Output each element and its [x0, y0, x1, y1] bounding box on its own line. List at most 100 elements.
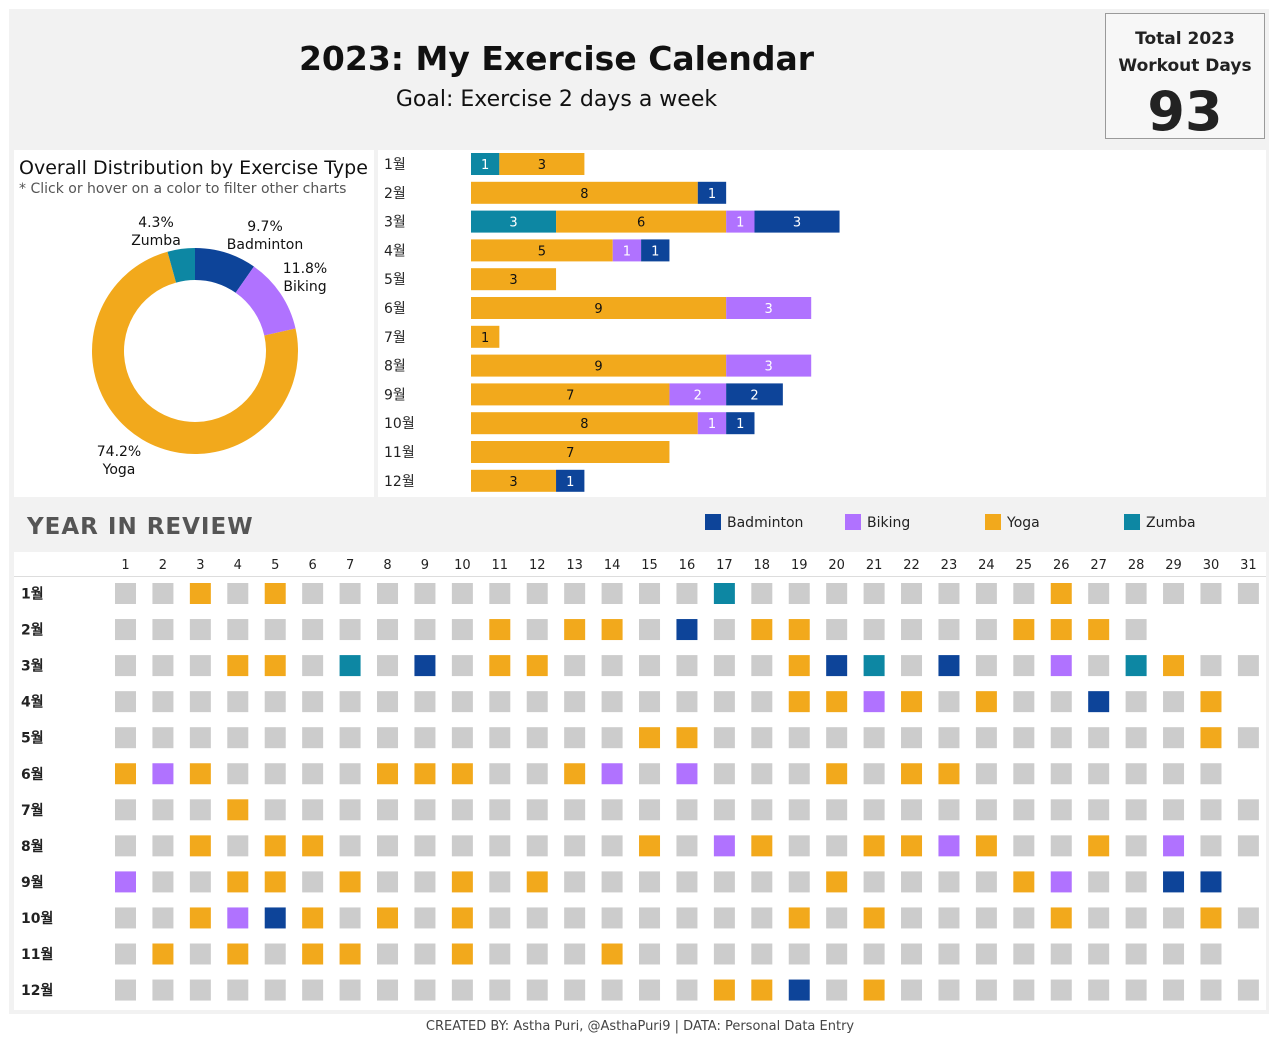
calendar-cell-empty[interactable] [377, 727, 399, 749]
calendar-cell-empty[interactable] [713, 943, 735, 965]
calendar-cell-zumba[interactable] [863, 655, 885, 677]
calendar-cell-empty[interactable] [788, 835, 810, 857]
bar-segment-yoga[interactable] [471, 469, 557, 492]
calendar-cell-empty[interactable] [975, 907, 997, 929]
calendar-cell-yoga[interactable] [189, 763, 211, 785]
calendar-cell-empty[interactable] [788, 871, 810, 893]
calendar-cell-empty[interactable] [377, 619, 399, 641]
calendar-cell-yoga[interactable] [526, 655, 548, 677]
calendar-cell-empty[interactable] [713, 871, 735, 893]
calendar-cell-yoga[interactable] [414, 763, 436, 785]
calendar-cell-empty[interactable] [414, 835, 436, 857]
calendar-cell-yoga[interactable] [339, 871, 361, 893]
calendar-cell-empty[interactable] [713, 619, 735, 641]
calendar-cell-yoga[interactable] [451, 871, 473, 893]
calendar-cell-yoga[interactable] [751, 619, 773, 641]
calendar-cell-empty[interactable] [601, 583, 623, 604]
calendar-cell-empty[interactable] [489, 979, 511, 1001]
calendar-cell-empty[interactable] [1163, 943, 1185, 965]
calendar-cell-yoga[interactable] [863, 979, 885, 1001]
calendar-cell-empty[interactable] [302, 619, 324, 641]
calendar-cell-empty[interactable] [1163, 727, 1185, 749]
calendar-cell-empty[interactable] [901, 979, 923, 1001]
calendar-cell-yoga[interactable] [189, 835, 211, 857]
calendar-cell-empty[interactable] [1237, 727, 1259, 749]
calendar-cell-empty[interactable] [264, 763, 286, 785]
calendar-cell-empty[interactable] [1237, 655, 1259, 677]
calendar-cell-empty[interactable] [676, 691, 698, 713]
calendar-cell-empty[interactable] [489, 943, 511, 965]
calendar-cell-yoga[interactable] [377, 907, 399, 929]
calendar-cell-yoga[interactable] [302, 943, 324, 965]
calendar-cell-empty[interactable] [227, 583, 249, 604]
calendar-cell-empty[interactable] [1163, 907, 1185, 929]
calendar-cell-empty[interactable] [826, 619, 848, 641]
calendar-cell-empty[interactable] [264, 979, 286, 1001]
calendar-cell-empty[interactable] [1013, 655, 1035, 677]
calendar-cell-yoga[interactable] [264, 583, 286, 604]
calendar-cell-empty[interactable] [1200, 799, 1222, 821]
calendar-cell-empty[interactable] [975, 871, 997, 893]
bar-segment-biking[interactable] [726, 297, 812, 319]
calendar-cell-empty[interactable] [1163, 583, 1185, 604]
calendar-cell-empty[interactable] [1088, 763, 1110, 785]
bar-segment-yoga[interactable] [471, 297, 727, 319]
calendar-cell-empty[interactable] [1200, 763, 1222, 785]
calendar-cell-empty[interactable] [489, 691, 511, 713]
calendar-cell-yoga[interactable] [639, 835, 661, 857]
calendar-cell-empty[interactable] [152, 871, 174, 893]
bar-segment-yoga[interactable] [471, 412, 698, 435]
calendar-cell-yoga[interactable] [264, 655, 286, 677]
calendar-cell-empty[interactable] [676, 979, 698, 1001]
calendar-cell-empty[interactable] [639, 979, 661, 1001]
calendar-cell-yoga[interactable] [863, 907, 885, 929]
calendar-cell-empty[interactable] [1088, 907, 1110, 929]
calendar-cell-empty[interactable] [639, 583, 661, 604]
calendar-cell-empty[interactable] [1237, 583, 1259, 604]
calendar-cell-empty[interactable] [1125, 727, 1147, 749]
calendar-cell-empty[interactable] [1125, 835, 1147, 857]
calendar-cell-empty[interactable] [227, 691, 249, 713]
calendar-cell-empty[interactable] [975, 763, 997, 785]
bar-segment-biking[interactable] [726, 210, 755, 233]
calendar-cell-empty[interactable] [863, 727, 885, 749]
calendar-cell-empty[interactable] [152, 835, 174, 857]
calendar-cell-empty[interactable] [451, 979, 473, 1001]
calendar-cell-empty[interactable] [564, 691, 586, 713]
calendar-cell-badminton[interactable] [414, 655, 436, 677]
calendar-cell-empty[interactable] [639, 943, 661, 965]
calendar-cell-empty[interactable] [414, 907, 436, 929]
calendar-cell-empty[interactable] [826, 835, 848, 857]
calendar-cell-empty[interactable] [489, 727, 511, 749]
calendar-cell-empty[interactable] [451, 835, 473, 857]
calendar-cell-empty[interactable] [115, 727, 136, 749]
calendar-cell-empty[interactable] [564, 907, 586, 929]
calendar-cell-empty[interactable] [1163, 763, 1185, 785]
calendar-cell-biking[interactable] [1050, 655, 1072, 677]
calendar-cell-empty[interactable] [975, 583, 997, 604]
calendar-cell-biking[interactable] [938, 835, 960, 857]
calendar-cell-empty[interactable] [1125, 619, 1147, 641]
calendar-cell-biking[interactable] [115, 871, 136, 893]
calendar-cell-empty[interactable] [826, 907, 848, 929]
calendar-cell-yoga[interactable] [975, 835, 997, 857]
calendar-cell-empty[interactable] [1013, 799, 1035, 821]
calendar-cell-empty[interactable] [601, 799, 623, 821]
calendar-cell-zumba[interactable] [339, 655, 361, 677]
calendar-cell-yoga[interactable] [1050, 583, 1072, 604]
calendar-cell-badminton[interactable] [676, 619, 698, 641]
bar-segment-badminton[interactable] [697, 181, 727, 204]
calendar-cell-empty[interactable] [1125, 763, 1147, 785]
calendar-cell-empty[interactable] [189, 979, 211, 1001]
calendar-cell-empty[interactable] [339, 835, 361, 857]
calendar-cell-empty[interactable] [1050, 979, 1072, 1001]
calendar-cell-biking[interactable] [676, 763, 698, 785]
calendar-cell-yoga[interactable] [152, 943, 174, 965]
calendar-cell-empty[interactable] [264, 943, 286, 965]
calendar-cell-empty[interactable] [414, 619, 436, 641]
calendar-cell-empty[interactable] [526, 727, 548, 749]
calendar-cell-yoga[interactable] [1050, 619, 1072, 641]
calendar-cell-empty[interactable] [152, 655, 174, 677]
calendar-cell-empty[interactable] [489, 799, 511, 821]
calendar-cell-yoga[interactable] [564, 619, 586, 641]
